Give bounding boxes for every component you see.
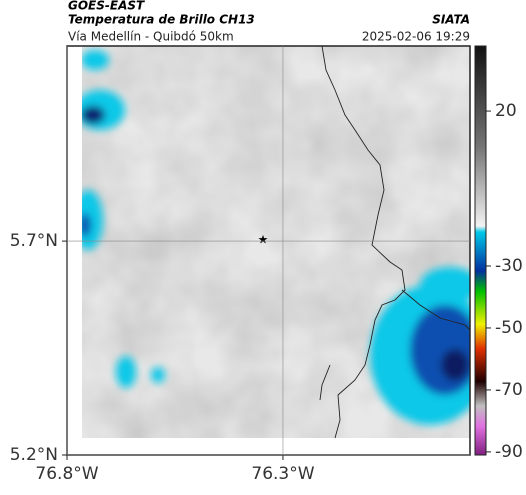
y-tick-label: 5.2°N [10,445,58,465]
colorbar-tick-label: -90 [495,442,523,462]
imagery [82,46,470,438]
x-tick-label: 76.3°W [251,464,314,484]
route: Vía Medellín - Quibdó 50km [68,30,234,44]
border [321,45,406,439]
title: GOES-EAST [68,0,145,13]
colorbar-tick-label: 20 [495,101,517,121]
colorbar [474,45,487,456]
colorbar-tick-label: -30 [495,256,523,276]
x-tick-label: 76.8°W [35,464,98,484]
colorbar-tick-label: -70 [495,380,523,400]
location-marker: ★ [258,233,269,247]
y-tick-label: 5.7°N [10,231,58,251]
border [319,364,331,401]
source: SIATA [432,13,470,27]
border [401,289,471,331]
colorbar-tick-label: -50 [495,318,523,338]
subtitle: Temperatura de Brillo CH13 [68,13,255,27]
datetime: 2025-02-06 19:29 [362,30,470,44]
